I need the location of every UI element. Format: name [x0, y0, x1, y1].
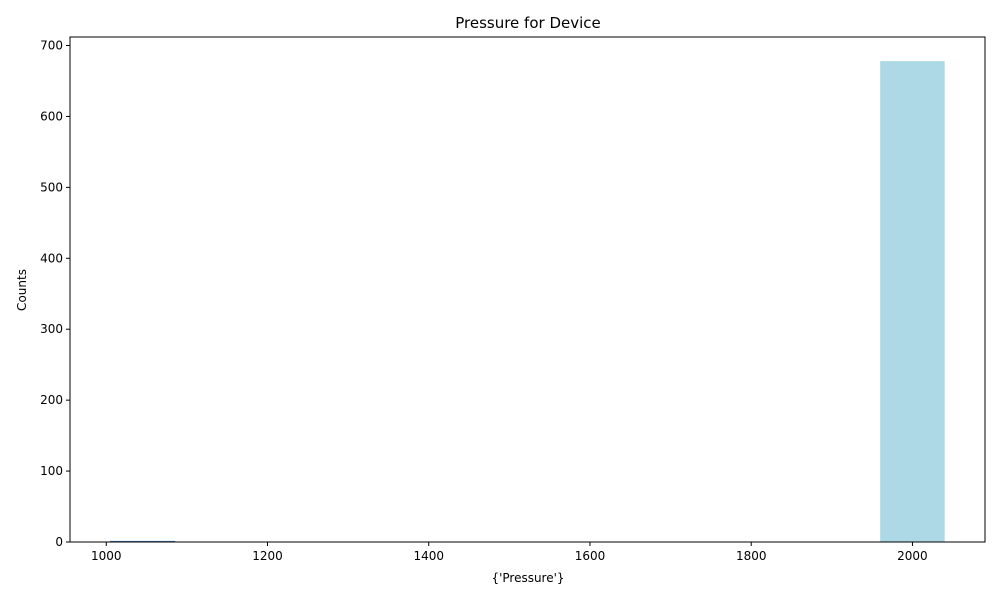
x-tick-label-0: 1000: [91, 549, 122, 563]
bar-1: [880, 61, 945, 542]
x-tick-label-3: 1600: [575, 549, 606, 563]
x-tick-label-1: 1200: [252, 549, 283, 563]
x-tick-label-5: 2000: [897, 549, 928, 563]
x-tick-label-2: 1400: [413, 549, 444, 563]
y-tick-label-6: 600: [40, 109, 63, 123]
y-tick-label-3: 300: [40, 322, 63, 336]
y-tick-label-4: 400: [40, 251, 63, 265]
y-tick-label-2: 200: [40, 393, 63, 407]
plot-frame: [69, 36, 986, 543]
y-tick-label-1: 100: [40, 464, 63, 478]
y-ticks-group: 0 100 200 300 400 500 600 700: [40, 39, 70, 549]
x-axis-label: {'Pressure'}: [491, 571, 564, 585]
y-tick-label-0: 0: [55, 535, 63, 549]
y-tick-label-5: 500: [40, 180, 63, 194]
x-tick-label-4: 1800: [736, 549, 767, 563]
y-tick-label-7: 700: [40, 39, 63, 53]
y-axis-label: Counts: [15, 269, 29, 311]
bars-group: [109, 61, 945, 543]
x-ticks-group: 1000 1200 1400 1600 1800 2000: [91, 542, 928, 563]
chart-title: Pressure for Device: [455, 14, 601, 32]
